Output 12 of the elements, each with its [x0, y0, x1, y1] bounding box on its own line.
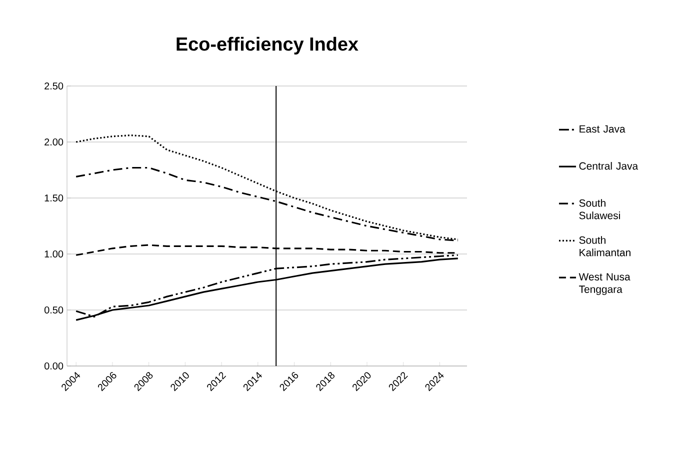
legend-label: West Nusa Tenggara	[578, 273, 630, 295]
y-tick-label: 2.50	[44, 82, 64, 90]
y-tick-label: 0.50	[44, 306, 64, 314]
y-tick-label: 1.50	[44, 194, 64, 202]
y-tick-label: 1.00	[44, 250, 64, 258]
y-tick-label: 2.00	[44, 138, 64, 146]
legend-label: South Kalimantan	[579, 236, 630, 256]
legend-label: South Sulawesi	[579, 199, 620, 220]
y-tick-label: 0.00	[44, 362, 64, 370]
legend-label: Central Java	[579, 162, 638, 170]
chart-title: Eco-efficiency Index	[176, 36, 358, 54]
legend-label: East Java	[580, 125, 626, 133]
